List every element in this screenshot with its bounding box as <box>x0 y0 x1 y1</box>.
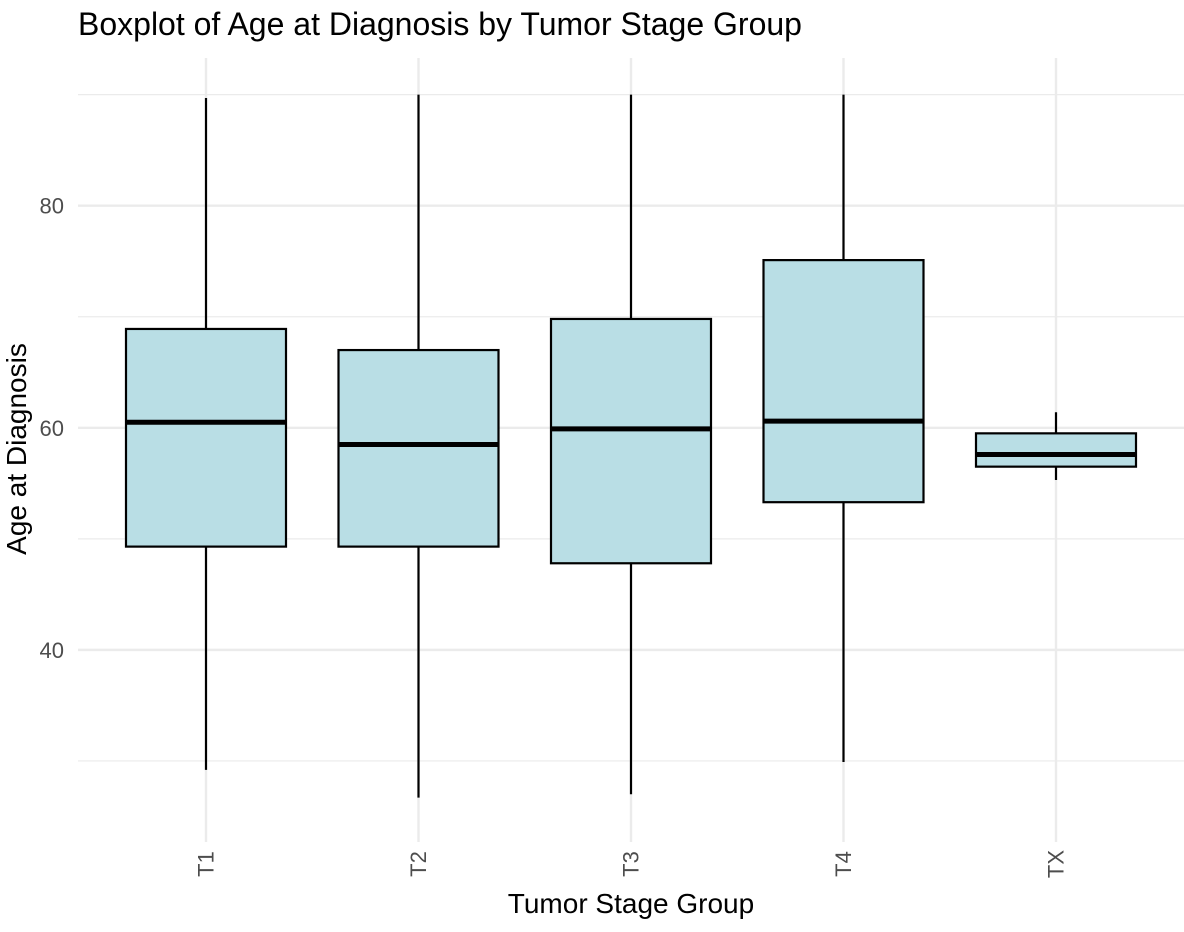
y-tick-labels: 40 60 80 <box>40 194 64 663</box>
x-tick-label: TX <box>1044 850 1069 878</box>
y-tick-label: 60 <box>40 416 64 441</box>
x-tick-label: T3 <box>619 851 644 877</box>
y-axis-title: Age at Diagnosis <box>1 343 32 555</box>
chart-title: Boxplot of Age at Diagnosis by Tumor Sta… <box>78 6 802 42</box>
box-T2 <box>337 94 500 798</box>
x-tick-label: T4 <box>831 851 856 877</box>
box-T1 <box>124 97 288 770</box>
box-layer <box>124 94 1138 798</box>
box-iqr <box>762 259 925 504</box>
box-TX <box>974 412 1138 480</box>
y-tick-label: 40 <box>40 638 64 663</box>
box-iqr <box>337 348 500 548</box>
box-iqr <box>974 432 1138 468</box>
x-axis-title: Tumor Stage Group <box>508 888 754 919</box>
box-T3 <box>549 94 713 795</box>
x-tick-label: T1 <box>194 851 219 877</box>
x-tick-labels: T1 T2 T3 T4 TX <box>194 850 1069 878</box>
box-iqr <box>549 317 713 565</box>
box-T4 <box>762 94 925 763</box>
x-tick-label: T2 <box>406 851 431 877</box>
y-tick-label: 80 <box>40 194 64 219</box>
box-iqr <box>124 327 288 548</box>
